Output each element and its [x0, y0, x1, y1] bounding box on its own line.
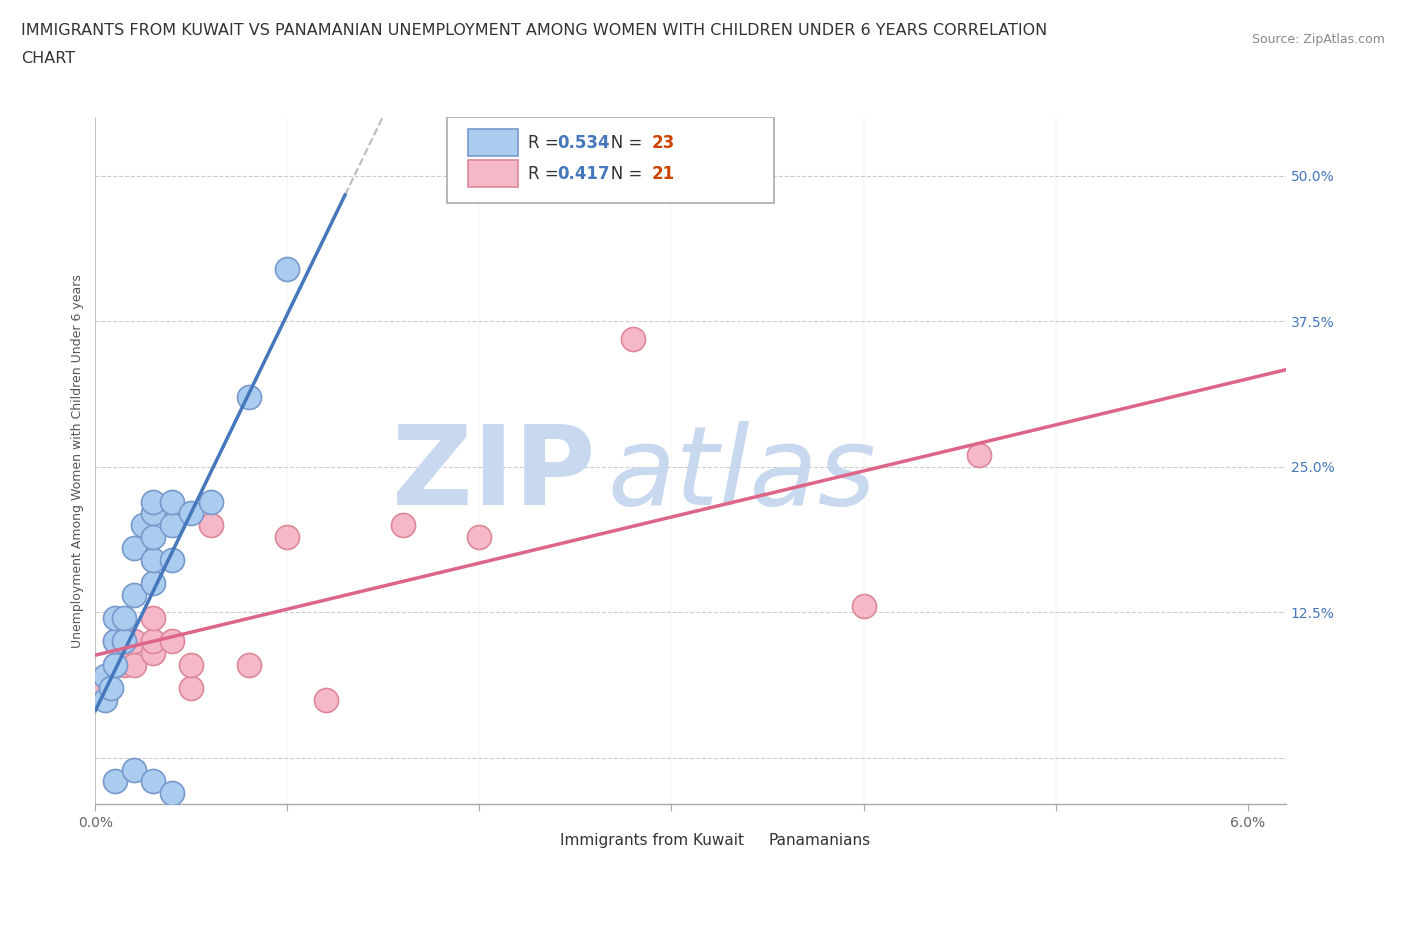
- Text: N =: N =: [595, 165, 648, 182]
- Text: IMMIGRANTS FROM KUWAIT VS PANAMANIAN UNEMPLOYMENT AMONG WOMEN WITH CHILDREN UNDE: IMMIGRANTS FROM KUWAIT VS PANAMANIAN UNE…: [21, 23, 1047, 38]
- Point: [391, 517, 413, 532]
- Text: 0.417: 0.417: [557, 165, 610, 182]
- Point: [238, 390, 260, 405]
- Text: 0.534: 0.534: [557, 134, 610, 152]
- Point: [200, 494, 222, 509]
- Point: [238, 658, 260, 672]
- Point: [160, 634, 183, 649]
- Point: [315, 692, 337, 707]
- Point: [180, 681, 202, 696]
- Point: [468, 529, 491, 544]
- Point: [276, 261, 298, 276]
- Text: Immigrants from Kuwait: Immigrants from Kuwait: [560, 833, 744, 848]
- Point: [160, 494, 183, 509]
- Point: [103, 634, 125, 649]
- Point: [122, 634, 145, 649]
- Point: [200, 517, 222, 532]
- Point: [132, 517, 155, 532]
- Text: 23: 23: [651, 134, 675, 152]
- Y-axis label: Unemployment Among Women with Children Under 6 years: Unemployment Among Women with Children U…: [72, 274, 84, 648]
- Text: atlas: atlas: [607, 421, 876, 528]
- FancyBboxPatch shape: [447, 117, 775, 203]
- Point: [122, 658, 145, 672]
- Point: [852, 599, 875, 614]
- Point: [160, 552, 183, 567]
- Point: [112, 634, 135, 649]
- Point: [103, 658, 125, 672]
- Point: [103, 774, 125, 789]
- Text: Source: ZipAtlas.com: Source: ZipAtlas.com: [1251, 33, 1385, 46]
- FancyBboxPatch shape: [468, 129, 517, 156]
- Text: Panamanians: Panamanians: [768, 833, 870, 848]
- Text: ZIP: ZIP: [392, 421, 595, 528]
- Point: [103, 611, 125, 626]
- Text: R =: R =: [527, 134, 564, 152]
- Point: [100, 681, 122, 696]
- Point: [180, 658, 202, 672]
- Point: [103, 634, 125, 649]
- Point: [142, 576, 165, 591]
- Point: [180, 506, 202, 521]
- Point: [142, 611, 165, 626]
- Text: N =: N =: [595, 134, 648, 152]
- Point: [122, 588, 145, 603]
- Text: CHART: CHART: [21, 51, 75, 66]
- Point: [142, 529, 165, 544]
- Point: [112, 658, 135, 672]
- Point: [142, 634, 165, 649]
- Point: [94, 669, 117, 684]
- Point: [160, 517, 183, 532]
- Text: R =: R =: [527, 165, 564, 182]
- Text: 21: 21: [651, 165, 675, 182]
- Point: [142, 552, 165, 567]
- Point: [621, 331, 644, 346]
- Point: [276, 529, 298, 544]
- Point: [142, 645, 165, 660]
- Point: [142, 506, 165, 521]
- Point: [160, 785, 183, 800]
- Point: [103, 658, 125, 672]
- FancyBboxPatch shape: [724, 830, 762, 852]
- FancyBboxPatch shape: [468, 160, 517, 187]
- FancyBboxPatch shape: [516, 830, 554, 852]
- Point: [112, 611, 135, 626]
- Point: [142, 774, 165, 789]
- Point: [94, 681, 117, 696]
- Point: [122, 762, 145, 777]
- Point: [122, 540, 145, 555]
- Point: [967, 447, 990, 462]
- Point: [94, 692, 117, 707]
- Point: [142, 494, 165, 509]
